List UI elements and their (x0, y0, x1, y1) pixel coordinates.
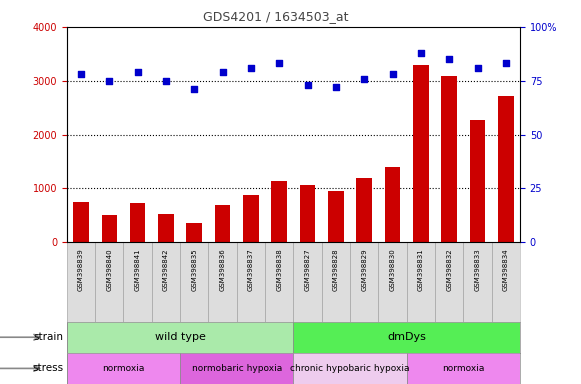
Text: GSM398835: GSM398835 (191, 248, 198, 291)
Point (473, 65, 482, 71)
Bar (180, 353, 293, 384)
Bar (356, 178, 372, 242)
Point (331, 84, 340, 90)
Text: GSM398840: GSM398840 (106, 248, 112, 291)
Bar (328, 190, 344, 242)
Bar (271, 181, 287, 242)
Text: GSM398832: GSM398832 (446, 248, 452, 291)
Bar (67, 353, 180, 384)
Point (246, 65, 256, 71)
Bar (464, 242, 492, 322)
Bar (67, 322, 293, 353)
Point (416, 50, 425, 56)
Bar (385, 167, 400, 242)
Bar (407, 353, 520, 384)
Text: GSM398834: GSM398834 (503, 248, 509, 291)
Point (303, 82, 312, 88)
Point (133, 69, 142, 75)
Bar (498, 96, 514, 242)
Bar (442, 76, 457, 242)
Text: normoxia: normoxia (442, 364, 485, 373)
Text: GSM398838: GSM398838 (276, 248, 282, 291)
Text: GSM398839: GSM398839 (78, 248, 84, 291)
Bar (243, 195, 259, 242)
Bar (95, 242, 123, 322)
Bar (158, 214, 174, 242)
Bar (237, 242, 265, 322)
Point (105, 78, 114, 84)
Text: chronic hypobaric hypoxia: chronic hypobaric hypoxia (290, 364, 410, 373)
Bar (435, 242, 464, 322)
Text: GSM398828: GSM398828 (333, 248, 339, 291)
Bar (180, 242, 209, 322)
Bar (293, 353, 407, 384)
Bar (407, 242, 435, 322)
Bar (293, 242, 322, 322)
Bar (73, 202, 89, 242)
Point (444, 56, 454, 62)
Point (501, 60, 511, 66)
Bar (293, 322, 520, 353)
Text: GSM398837: GSM398837 (248, 248, 254, 291)
Text: GSM398842: GSM398842 (163, 248, 169, 291)
Text: GSM398833: GSM398833 (475, 248, 480, 291)
Point (360, 76, 369, 82)
Bar (469, 119, 485, 242)
Point (76, 71, 85, 77)
Bar (209, 242, 237, 322)
Bar (300, 185, 315, 242)
Text: stress: stress (33, 363, 64, 373)
Point (275, 60, 284, 66)
Bar (123, 242, 152, 322)
Bar (322, 242, 350, 322)
Text: normobaric hypoxia: normobaric hypoxia (192, 364, 282, 373)
Point (388, 71, 397, 77)
Bar (102, 215, 117, 242)
Bar (67, 242, 95, 322)
Text: GDS4201 / 1634503_at: GDS4201 / 1634503_at (203, 10, 349, 23)
Text: GSM398836: GSM398836 (220, 248, 225, 291)
Point (189, 86, 199, 93)
Text: GSM398830: GSM398830 (389, 248, 396, 291)
Text: GSM398827: GSM398827 (304, 248, 311, 291)
Text: GSM398831: GSM398831 (418, 248, 424, 291)
Text: strain: strain (34, 332, 64, 342)
Text: normoxia: normoxia (102, 364, 145, 373)
Point (162, 78, 171, 84)
Bar (378, 242, 407, 322)
Bar (130, 203, 145, 242)
Bar (187, 223, 202, 242)
Text: GSM398829: GSM398829 (361, 248, 367, 291)
Bar (152, 242, 180, 322)
Bar (413, 65, 429, 242)
Bar (350, 242, 378, 322)
Text: wild type: wild type (155, 332, 206, 342)
Bar (492, 242, 520, 322)
Point (218, 69, 227, 75)
Bar (215, 205, 231, 242)
Text: GSM398841: GSM398841 (135, 248, 141, 291)
Bar (265, 242, 293, 322)
Text: dmDys: dmDys (388, 332, 426, 342)
